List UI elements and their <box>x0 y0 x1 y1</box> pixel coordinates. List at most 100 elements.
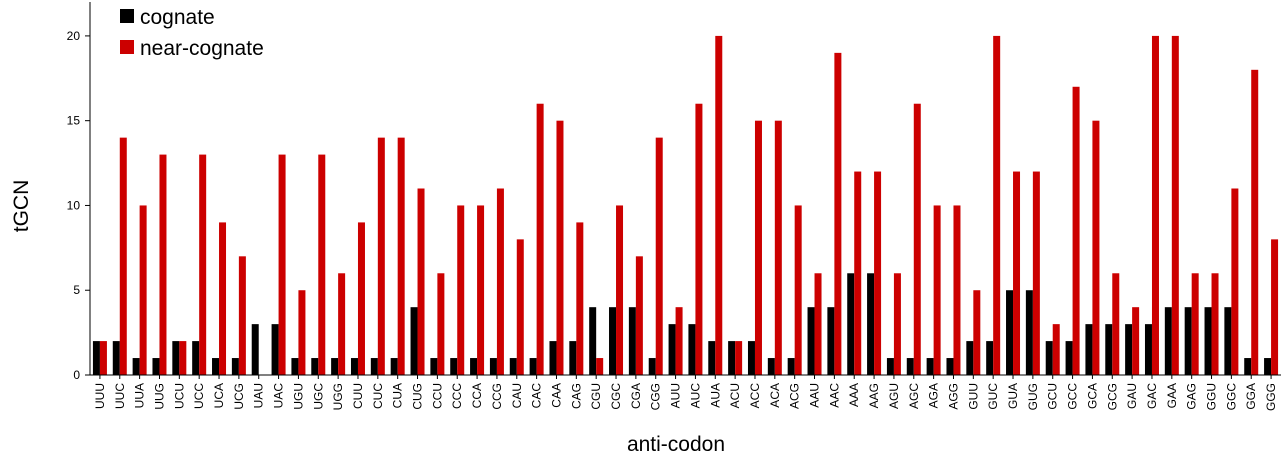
bar-near-cognate <box>715 35 723 376</box>
bar-cognate <box>1204 307 1212 375</box>
bar-cognate <box>628 307 636 375</box>
bar-near-cognate <box>635 256 643 375</box>
x-tick-label: UGU <box>291 383 305 410</box>
bar-near-cognate <box>1251 69 1259 376</box>
bar-near-cognate <box>1052 324 1060 375</box>
x-tick-label: UUC <box>113 383 127 409</box>
bar-near-cognate <box>99 341 107 375</box>
bar-near-cognate <box>1032 171 1040 375</box>
x-tick-label: AGC <box>907 383 921 409</box>
bar-cognate <box>1224 307 1232 375</box>
bar-cognate <box>450 358 458 375</box>
bar-near-cognate <box>675 307 683 375</box>
bar-cognate <box>966 341 974 375</box>
bar-cognate <box>92 341 100 375</box>
bar-cognate <box>688 324 696 375</box>
x-tick-label: CGA <box>629 383 643 409</box>
bar-cognate <box>1125 324 1133 375</box>
bar-near-cognate <box>516 239 524 375</box>
bar-cognate <box>609 307 617 375</box>
bar-near-cognate <box>159 154 167 375</box>
x-tick-label: GUG <box>1026 383 1040 410</box>
y-tick-label: 15 <box>67 114 81 128</box>
x-tick-label: CAA <box>549 383 563 408</box>
bar-cognate <box>430 358 438 375</box>
x-tick-label: GGG <box>1264 383 1278 411</box>
bar-cognate <box>827 307 835 375</box>
bar-near-cognate <box>477 205 485 375</box>
bar-near-cognate <box>556 120 564 375</box>
bar-cognate <box>1006 290 1014 375</box>
bar-cognate <box>350 358 358 375</box>
bar-near-cognate <box>596 358 604 375</box>
bar-near-cognate <box>814 273 822 375</box>
x-tick-label: GCA <box>1085 383 1099 409</box>
bar-cognate <box>370 358 378 375</box>
bar-cognate <box>291 358 299 375</box>
bar-cognate <box>946 358 954 375</box>
bar-cognate <box>112 341 120 375</box>
x-tick-label: GAG <box>1185 383 1199 410</box>
bar-cognate <box>728 341 736 375</box>
x-tick-label: AAG <box>867 383 881 408</box>
bar-cognate <box>1264 358 1272 375</box>
bar-near-cognate <box>457 205 465 375</box>
bar-near-cognate <box>1191 273 1199 375</box>
bar-cognate <box>1065 341 1073 375</box>
x-tick-label: CCG <box>490 383 504 410</box>
bar-cognate <box>867 273 875 375</box>
y-axis: 0 5 10 15 20 <box>67 2 91 382</box>
x-tick-label: AGG <box>946 383 960 410</box>
bar-near-cognate <box>616 205 624 375</box>
bar-cognate <box>470 358 478 375</box>
y-axis-title: tGCN <box>10 180 33 233</box>
bar-cognate <box>589 307 597 375</box>
bar-near-cognate <box>417 188 425 375</box>
x-tick-label: AAU <box>808 383 822 408</box>
legend-swatch <box>120 40 134 54</box>
bar-near-cognate <box>953 205 961 375</box>
bar-near-cognate <box>298 290 306 375</box>
bar-cognate <box>152 358 160 375</box>
x-tick-label: GUC <box>986 383 1000 410</box>
bar-near-cognate <box>834 52 842 375</box>
x-tick-label: GAC <box>1145 383 1159 409</box>
bar-cognate <box>986 341 994 375</box>
x-tick-label: CGG <box>649 383 663 410</box>
x-tick-label: ACA <box>768 383 782 408</box>
bar-near-cognate <box>735 341 743 375</box>
bar-cognate <box>529 358 537 375</box>
bar-near-cognate <box>1271 239 1279 375</box>
x-tick-label: CUC <box>371 383 385 409</box>
y-tick-label: 20 <box>67 29 81 43</box>
bar-cognate <box>1244 358 1252 375</box>
bar-cognate <box>708 341 716 375</box>
x-tick-label: CUG <box>411 383 425 410</box>
bar-cognate <box>251 324 259 375</box>
x-tick-label: GGU <box>1205 383 1219 410</box>
x-tick-label: AUC <box>688 383 702 409</box>
bar-near-cognate <box>655 137 663 375</box>
bar-near-cognate <box>179 341 187 375</box>
x-tick-label: UUA <box>133 383 147 408</box>
x-tick-label: CUA <box>391 383 405 408</box>
bar-cognate <box>569 341 577 375</box>
bar-cognate <box>1085 324 1093 375</box>
x-tick-label: GUU <box>966 383 980 410</box>
bar-near-cognate <box>1211 273 1219 375</box>
bar-cognate <box>767 358 775 375</box>
x-axis: UUU UUC UUA UUG UCU UCC UCA UCG UAU UAC UGU UGC UGG C… <box>90 374 1281 411</box>
x-tick-label: UGG <box>331 383 345 410</box>
y-tick-label: 5 <box>73 283 80 297</box>
x-tick-label: UAC <box>272 383 286 409</box>
x-tick-label: GUA <box>1006 383 1020 409</box>
x-tick-label: ACU <box>728 383 742 408</box>
bar-cognate <box>787 358 795 375</box>
bar-near-cognate <box>119 137 127 375</box>
bar-near-cognate <box>219 222 227 375</box>
bar-cognate <box>331 358 339 375</box>
x-tick-label: AGA <box>927 383 941 408</box>
bar-cognate <box>926 358 934 375</box>
